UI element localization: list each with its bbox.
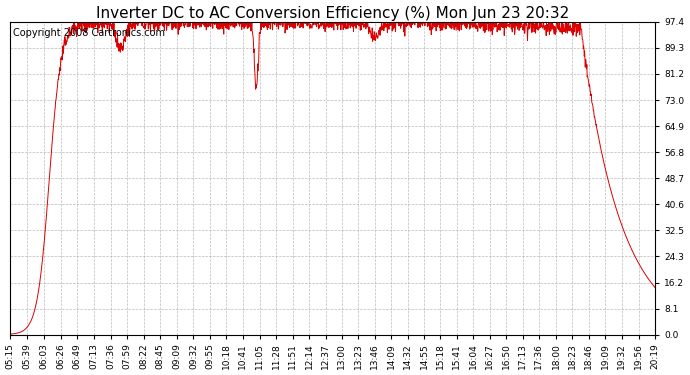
Text: Copyright 2008 Cartronics.com: Copyright 2008 Cartronics.com <box>13 28 166 38</box>
Title: Inverter DC to AC Conversion Efficiency (%) Mon Jun 23 20:32: Inverter DC to AC Conversion Efficiency … <box>96 6 569 21</box>
